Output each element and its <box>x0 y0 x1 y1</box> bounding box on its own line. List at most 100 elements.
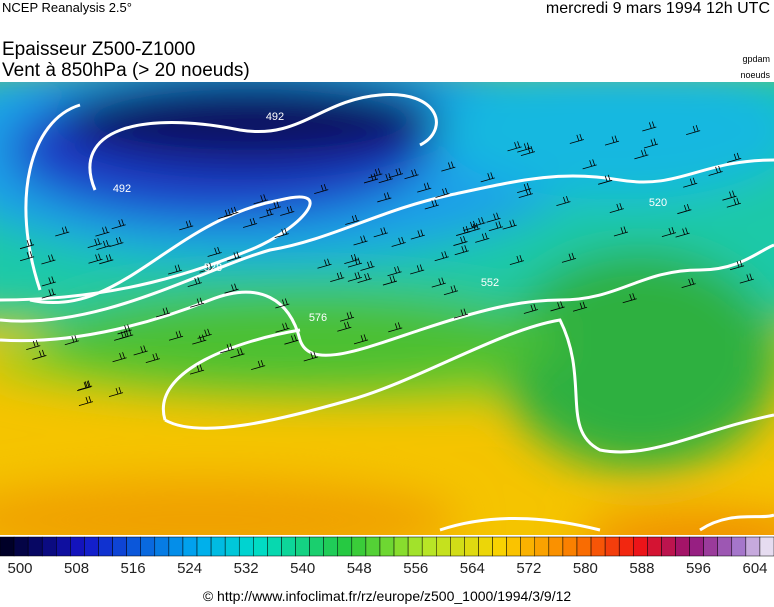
wind-barb <box>475 232 490 243</box>
wind-barb <box>434 251 449 262</box>
wind-barb <box>454 245 469 256</box>
wind-barb <box>96 240 111 251</box>
wind-barb <box>190 297 205 308</box>
wind-barb <box>435 187 450 198</box>
colorbar-tick-label: 532 <box>234 560 259 577</box>
wind-barb <box>199 262 214 273</box>
colorbar-cell <box>759 536 774 557</box>
colorbar-tick-label: 556 <box>403 560 428 577</box>
colorbar-cell <box>548 536 564 557</box>
wind-barb <box>509 254 524 266</box>
wind-barb <box>197 328 212 339</box>
colorbar-cell <box>407 536 423 557</box>
colorbar-cell <box>56 536 71 557</box>
colorbar-tick-label: 524 <box>177 560 202 577</box>
colorbar-cell <box>675 536 690 557</box>
wind-barb <box>219 343 235 354</box>
wind-barb <box>242 217 258 228</box>
wind-barb <box>339 311 355 322</box>
colorbar-tick-label: 596 <box>686 560 711 577</box>
colorbar-cell <box>576 536 592 557</box>
wind-barb <box>410 229 425 240</box>
wind-barb <box>360 260 375 271</box>
wind-barb <box>274 228 289 239</box>
source: NCEP Reanalysis 2.5° <box>2 0 132 15</box>
wind-barb <box>187 277 202 288</box>
colorbar-cell <box>717 536 733 557</box>
wind-barb <box>480 172 495 183</box>
colorbar-cell <box>112 536 127 557</box>
wind-barb <box>569 133 584 144</box>
colorbar-cell <box>618 536 634 557</box>
colorbar-cell <box>182 536 198 557</box>
title: Epaisseur Z500-Z1000 <box>2 39 196 60</box>
wind-barb <box>661 227 677 238</box>
wind-barb <box>642 121 657 132</box>
wind-barb <box>388 322 403 333</box>
colorbar-tick-label: 508 <box>64 560 89 577</box>
wind-barb <box>373 227 388 238</box>
colorbar-cell <box>323 536 338 557</box>
colorbar-cell <box>224 536 240 557</box>
wind-barb <box>108 387 124 398</box>
wind-barb <box>167 264 183 275</box>
wind-barb <box>133 345 148 356</box>
wind-barb <box>675 227 690 238</box>
colorbar-cell <box>745 536 761 557</box>
wind-barb <box>441 161 456 172</box>
wind-barb <box>218 208 233 219</box>
wind-barb <box>729 260 745 271</box>
wind-barb <box>486 212 501 223</box>
colorbar-cell <box>196 536 212 557</box>
colorbar-cell <box>436 536 451 557</box>
wind-barb <box>471 217 486 228</box>
colorbar-tick-label: 540 <box>290 560 315 577</box>
wind-barb <box>727 152 742 163</box>
colorbar-cell <box>520 536 536 557</box>
wind-barb <box>109 236 124 247</box>
wind-barb <box>78 380 93 391</box>
wind-barb <box>634 149 649 160</box>
colorbar-cell <box>267 536 282 557</box>
wind-barb <box>417 182 432 193</box>
wind-barb <box>722 190 737 201</box>
colorbar-cell <box>27 536 43 557</box>
wind-barb <box>502 219 517 230</box>
wind-barb <box>686 124 701 135</box>
wind-barb <box>368 168 383 179</box>
wind-barb <box>556 195 571 206</box>
wind-barb <box>357 272 372 283</box>
wind-barb <box>520 146 536 157</box>
colorbar-cell <box>365 536 381 557</box>
wind-barb <box>598 174 613 185</box>
wind-barb <box>145 353 160 364</box>
wind-barb <box>266 201 281 212</box>
wind-barb <box>488 221 503 232</box>
wind-barb <box>643 138 659 149</box>
wind-barb <box>613 226 629 237</box>
footer: © http://www.infoclimat.fr/rz/europe/z50… <box>202 588 572 604</box>
wind-barb <box>41 276 56 287</box>
colorbar-cell <box>379 536 395 557</box>
colorbar-tick-label: 580 <box>573 560 598 577</box>
contour-labels: 492 492 528 576 520 552 <box>113 111 667 324</box>
colorbar-cell <box>168 536 184 557</box>
colorbar-cell <box>41 536 57 557</box>
wind-barb <box>382 275 398 286</box>
colorbar-cell <box>647 536 662 557</box>
colorbar: 500 508 516 524 532 540 548 556 564 572 580 588 596 6… <box>0 536 774 577</box>
colorbar-cell <box>13 536 29 557</box>
wind-barb <box>226 251 241 262</box>
wind-barb <box>189 364 205 375</box>
wind-barb <box>572 301 588 312</box>
contour-label: 492 <box>113 183 131 195</box>
colorbar-cell <box>70 536 85 557</box>
wind-barb <box>179 220 194 231</box>
wind-barb <box>88 253 103 264</box>
colorbar-cell <box>506 536 521 557</box>
wind-barb <box>609 202 624 213</box>
wind-barb <box>404 169 419 180</box>
colorbar-cell <box>98 536 113 557</box>
wind-barb <box>76 381 92 392</box>
